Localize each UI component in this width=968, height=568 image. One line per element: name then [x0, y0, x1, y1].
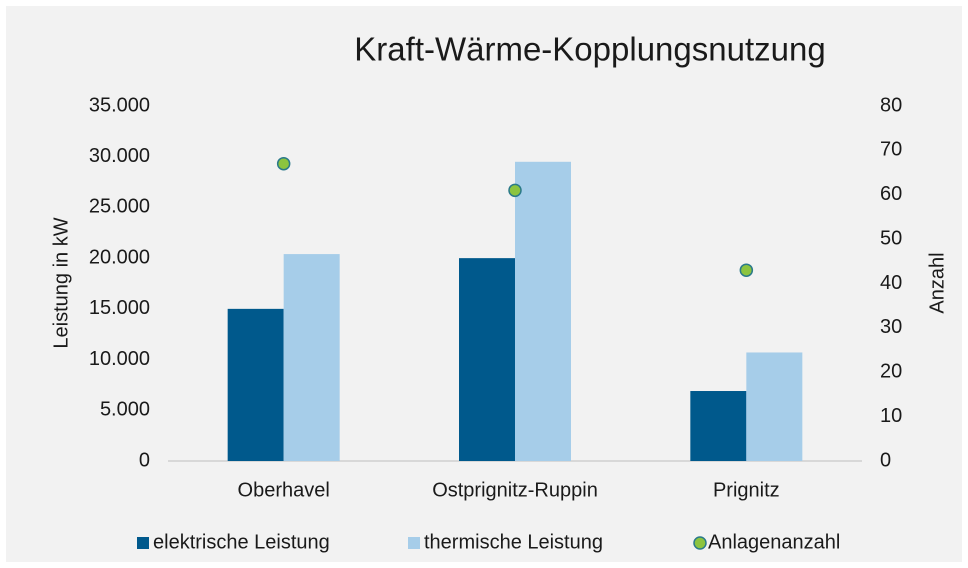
x-tick-label: Ostprignitz-Ruppin: [432, 479, 598, 501]
y-axis-label: Leistung in kW: [50, 217, 72, 348]
legend-label: elektrische Leistung: [153, 531, 330, 553]
scatter-point: [508, 183, 522, 198]
bar: [283, 254, 340, 461]
legend-label: Anlagenanzahl: [708, 531, 840, 553]
y2-tick-label: 60: [880, 183, 902, 205]
y2-tick-label: 50: [880, 227, 902, 249]
bar: [746, 352, 803, 461]
y-tick-label: 0: [139, 449, 150, 471]
y-tick-label: 10.000: [89, 348, 150, 370]
y2-tick-label: 10: [880, 405, 902, 427]
y-tick-label: 20.000: [89, 246, 150, 268]
y2-tick-label: 70: [880, 139, 902, 161]
y-tick-label: 15.000: [89, 297, 150, 319]
y2-tick-label: 0: [880, 449, 891, 471]
bar: [459, 258, 515, 461]
scatter-point: [739, 263, 754, 277]
y-tick-label: 30.000: [89, 145, 150, 167]
y-tick-label: 5.000: [100, 399, 150, 421]
chart-title: Kraft-Wärme-Kopplungsnutzung: [354, 31, 825, 68]
bar: [227, 308, 284, 461]
y-tick-label: 25.000: [89, 196, 150, 218]
legend-label: thermische Leistung: [424, 531, 603, 553]
scatter-point: [276, 156, 291, 171]
x-tick-label: Prignitz: [713, 479, 780, 501]
bar: [515, 161, 571, 462]
legend-marker: [693, 536, 707, 550]
legend-marker: [137, 537, 149, 549]
y2-tick-label: 20: [880, 361, 902, 383]
y2-tick-label: 40: [880, 272, 902, 294]
y-tick-label: 35.000: [89, 94, 150, 116]
y2-axis-label: Anzahl: [926, 252, 948, 313]
legend-marker: [408, 537, 420, 549]
bar: [690, 391, 747, 461]
x-tick-label: Oberhavel: [238, 479, 330, 501]
y2-tick-label: 30: [880, 316, 902, 338]
y2-tick-label: 80: [880, 94, 902, 116]
